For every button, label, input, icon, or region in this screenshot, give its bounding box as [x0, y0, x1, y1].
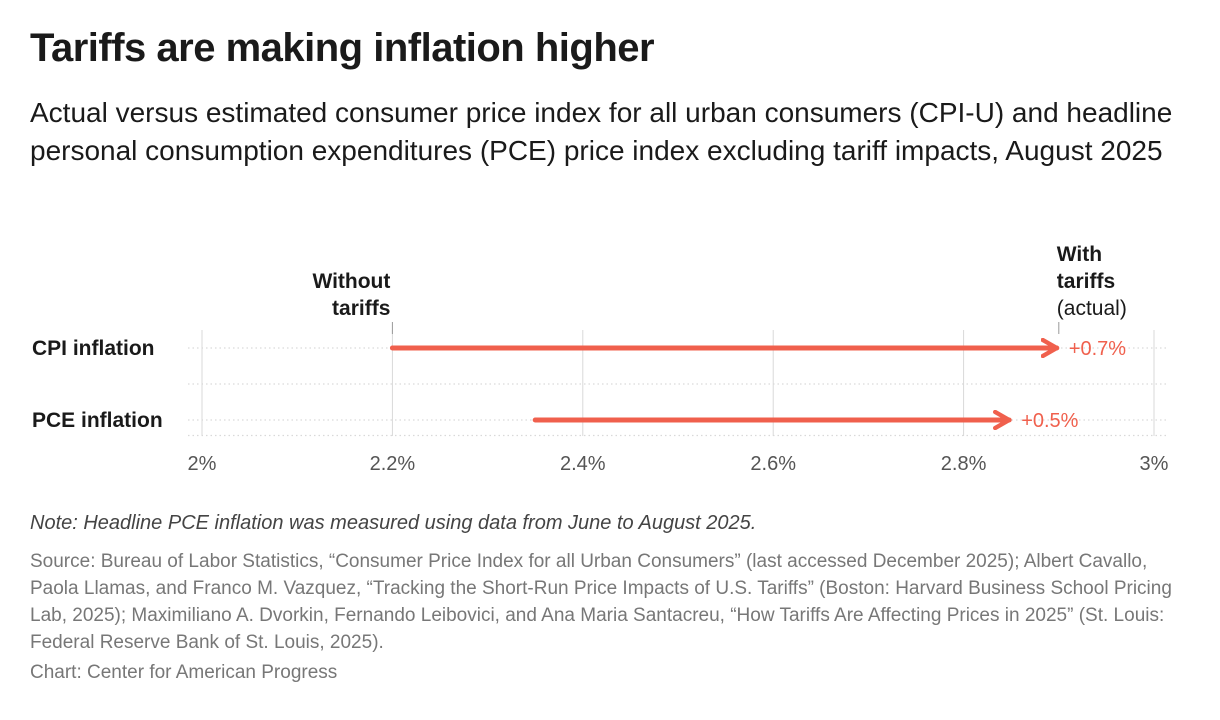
x-tick-label-2: 2.4% [560, 453, 606, 475]
column-headers: Without tariffs With tariffs (actual) [312, 243, 1127, 334]
x-axis-ticks: 2% 2.2% 2.4% 2.6% 2.8% 3% [188, 453, 1169, 475]
x-tick-label-5: 3% [1140, 453, 1169, 475]
chart-note: Note: Headline PCE inflation was measure… [30, 512, 757, 534]
row-labels: CPI inflation PCE inflation [32, 337, 163, 432]
with-tariffs-label-0: With [1057, 243, 1102, 266]
chart-source: Source: Bureau of Labor Statistics, “Con… [30, 551, 1172, 653]
with-tariffs-label-2: (actual) [1057, 297, 1127, 320]
without-tariffs-label-0: Without [312, 270, 390, 293]
without-tariffs-label-1: tariffs [332, 297, 390, 320]
delta-label-1: +0.5% [1021, 410, 1078, 432]
arrow-chart: Without tariffs With tariffs (actual) CPI in… [32, 243, 1169, 475]
x-tick-label-1: 2.2% [370, 453, 416, 475]
x-tick-label-0: 2% [188, 453, 217, 475]
row-label-1: PCE inflation [32, 409, 163, 432]
x-tick-label-3: 2.6% [750, 453, 796, 475]
delta-label-0: +0.7% [1069, 338, 1126, 360]
with-tariffs-label-1: tariffs [1057, 270, 1115, 293]
chart-credit: Chart: Center for American Progress [30, 662, 338, 683]
chart-subtitle: Actual versus estimated consumer price i… [30, 97, 1173, 166]
x-tick-label-4: 2.8% [941, 453, 987, 475]
row-label-0: CPI inflation [32, 337, 155, 360]
arrows: +0.7% +0.5% [389, 338, 1126, 432]
chart-title: Tariffs are making inflation higher [30, 26, 655, 70]
